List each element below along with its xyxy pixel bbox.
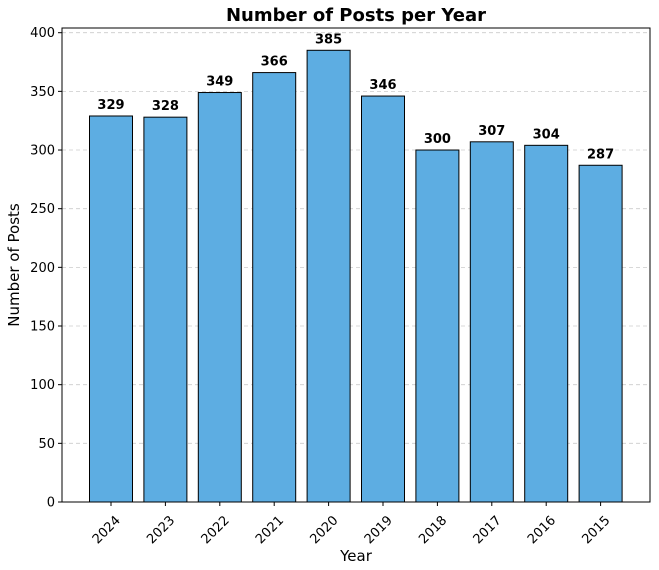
x-tick-label-2018: 2018 <box>416 513 450 547</box>
y-tick-label: 400 <box>30 26 55 41</box>
y-tick-label: 250 <box>30 202 55 217</box>
plot-frame <box>61 27 651 503</box>
bar-2022 <box>197 92 242 503</box>
bars <box>89 49 623 503</box>
data-label-2024: 329 <box>97 98 124 113</box>
data-label-2018: 300 <box>424 132 451 147</box>
data-label-2015: 287 <box>587 147 614 162</box>
data-label-2017: 307 <box>478 124 505 139</box>
x-tick-label-2017: 2017 <box>471 513 505 547</box>
y-tick-label: 200 <box>30 261 55 276</box>
x-tick-label-2024: 2024 <box>90 513 124 547</box>
data-label-2023: 328 <box>152 99 179 114</box>
bar-2019 <box>361 95 405 503</box>
bar-2017 <box>469 141 514 503</box>
bar-2024 <box>89 115 133 503</box>
x-tick-label-2021: 2021 <box>253 513 287 547</box>
y-tick-label: 150 <box>30 320 55 335</box>
chart-title: Number of Posts per Year <box>226 5 486 26</box>
y-tick-label: 50 <box>38 437 55 452</box>
x-tick-label-2019: 2019 <box>362 513 396 547</box>
bar-2016 <box>524 144 569 503</box>
bar-2015 <box>578 164 623 503</box>
bar-2018 <box>415 149 460 503</box>
x-axis-label: Year <box>339 547 373 565</box>
y-tick-label: 300 <box>30 144 55 159</box>
bar-2020 <box>306 49 351 503</box>
x-tick-label-2020: 2020 <box>307 513 341 547</box>
data-label-2019: 346 <box>369 78 396 93</box>
bar-2023 <box>143 116 188 503</box>
bar-2021 <box>252 72 297 503</box>
x-tick-label-2022: 2022 <box>199 513 233 547</box>
x-tick-label-2015: 2015 <box>579 513 613 547</box>
x-tick-label-2016: 2016 <box>525 513 559 547</box>
y-tick-label: 350 <box>30 85 55 100</box>
x-tick-label-2023: 2023 <box>144 513 178 547</box>
data-label-2021: 366 <box>261 55 288 70</box>
data-label-2016: 304 <box>533 127 560 142</box>
data-label-2020: 385 <box>315 32 342 47</box>
y-tick-label: 100 <box>30 378 55 393</box>
y-axis-label: Number of Posts <box>5 203 23 327</box>
y-tick-label: 0 <box>47 496 55 511</box>
data-label-2022: 349 <box>206 75 233 90</box>
data-labels: 329 328 349 366 385 346 300 307 304 287 <box>97 32 614 162</box>
